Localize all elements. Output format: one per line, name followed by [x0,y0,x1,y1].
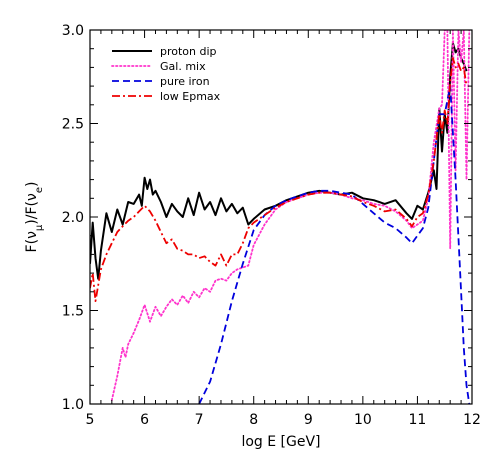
y-tick-label: 2.0 [62,210,84,226]
legend-label: pure iron [160,75,210,88]
x-tick-label: 9 [304,412,313,428]
y-axis-label: F(νμ)/F(νe) [24,182,45,253]
x-tick-label: 8 [249,412,258,428]
series-layer [90,30,471,404]
y-tick-label: 3.0 [62,23,84,39]
y-tick-label: 2.5 [62,117,84,133]
series-line-proton-dip [90,42,468,280]
legend: proton dip Gal. mix pure iron low Epmax [111,45,221,103]
legend-label: proton dip [160,45,217,58]
series-line-low-epmax [90,57,468,302]
x-tick-label: 5 [86,412,95,428]
series-line-gal-mix [110,30,471,402]
y-tick-label: 1.5 [62,304,84,320]
x-tick-label: 6 [140,412,149,428]
ticks-layer: 5 6 7 8 9 10 11 12 1.0 1.5 2.0 2.5 3.0 [62,23,481,428]
series-line-pure-iron [198,85,471,404]
legend-label: Gal. mix [160,60,206,73]
x-tick-label: 11 [409,412,427,428]
x-tick-label: 12 [463,412,481,428]
y-tick-label: 1.0 [62,397,84,413]
x-tick-label: 7 [195,412,204,428]
x-axis-label: log E [GeV] [241,434,320,450]
x-tick-label: 10 [354,412,372,428]
legend-label: low Epmax [160,90,221,103]
